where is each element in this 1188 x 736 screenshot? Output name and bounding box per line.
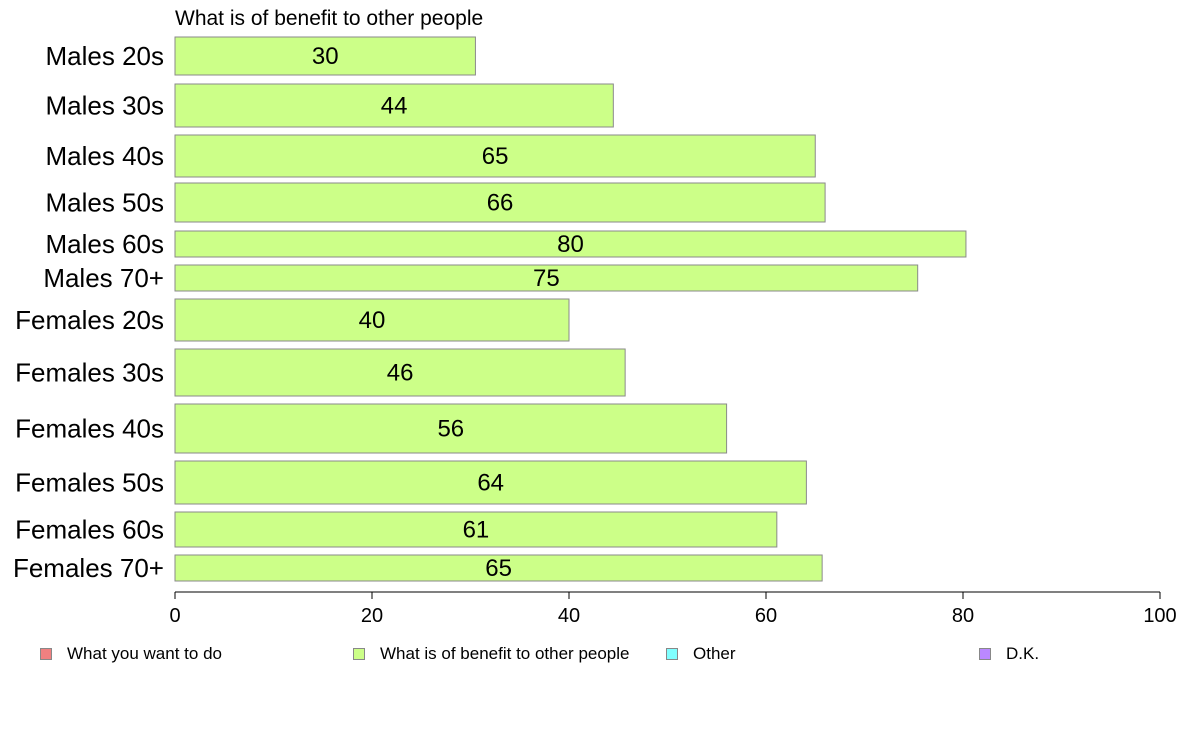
bar-0 [174, 36, 476, 76]
legend-swatch-benefit [353, 648, 365, 660]
bar-value-label: 65 [485, 555, 512, 582]
bar-2 [174, 134, 816, 178]
category-label: Females 50s [15, 468, 164, 498]
category-label: Males 30s [46, 91, 165, 121]
category-label: Males 60s [46, 229, 165, 259]
legend-swatch-want [40, 648, 52, 660]
category-label: Males 70+ [43, 263, 164, 293]
x-tick-label: 20 [361, 605, 383, 627]
category-label: Females 20s [15, 305, 164, 335]
x-tick-label: 100 [1143, 605, 1176, 627]
bar-value-label: 61 [463, 517, 490, 544]
bar-11 [174, 554, 823, 582]
bar-value-label: 66 [487, 190, 514, 217]
bar-value-label: 80 [557, 231, 584, 258]
x-tick-label: 40 [558, 605, 580, 627]
legend-item-other: Other [666, 644, 736, 664]
bar-value-label: 40 [359, 307, 386, 334]
category-label: Males 20s [46, 41, 165, 71]
legend-label-dk: D.K. [1006, 644, 1040, 663]
bar-1 [174, 83, 614, 128]
x-tick-label: 0 [169, 605, 180, 627]
bar-7 [174, 348, 626, 397]
bar-8 [174, 403, 728, 454]
bar-4 [174, 230, 967, 258]
x-axis: 0 20 40 60 80 100 [169, 591, 1177, 627]
bar-value-label: 46 [387, 360, 414, 387]
legend-label-other: Other [693, 644, 736, 663]
chart: What is of benefit to other people 30 Mal… [13, 7, 1177, 627]
bar-value-label: 56 [437, 416, 464, 443]
bar-value-label: 44 [381, 93, 408, 120]
bar-10 [174, 511, 778, 548]
category-label: Males 50s [46, 188, 165, 218]
bars-layer: 30 Males 20s 44 Males 30s 65 Males 40s 66 Males… [13, 36, 967, 583]
x-tick-label: 60 [755, 605, 777, 627]
legend-item-dk: D.K. [979, 644, 1039, 664]
category-label: Females 60s [15, 515, 164, 545]
legend-label-want: What you want to do [67, 644, 222, 663]
category-label: Females 70+ [13, 553, 164, 583]
bar-6 [174, 298, 570, 342]
bar-3 [174, 182, 826, 223]
category-label: Males 40s [46, 141, 165, 171]
x-tick-label: 80 [952, 605, 974, 627]
bar-value-label: 64 [477, 470, 504, 497]
legend-label-benefit: What is of benefit to other people [380, 644, 630, 663]
legend-swatch-other [666, 648, 678, 660]
bar-value-label: 30 [312, 43, 339, 70]
chart-title: What is of benefit to other people [175, 7, 483, 30]
bar-5 [174, 264, 919, 292]
legend: What you want to do What is of benefit t… [0, 644, 1188, 666]
category-label: Females 30s [15, 358, 164, 388]
bar-value-label: 75 [533, 265, 560, 292]
legend-swatch-dk [979, 648, 991, 660]
bar-value-label: 65 [482, 143, 509, 170]
category-label: Females 40s [15, 414, 164, 444]
bar-9 [174, 460, 807, 505]
legend-item-want: What you want to do [40, 644, 222, 664]
legend-item-benefit: What is of benefit to other people [353, 644, 630, 664]
